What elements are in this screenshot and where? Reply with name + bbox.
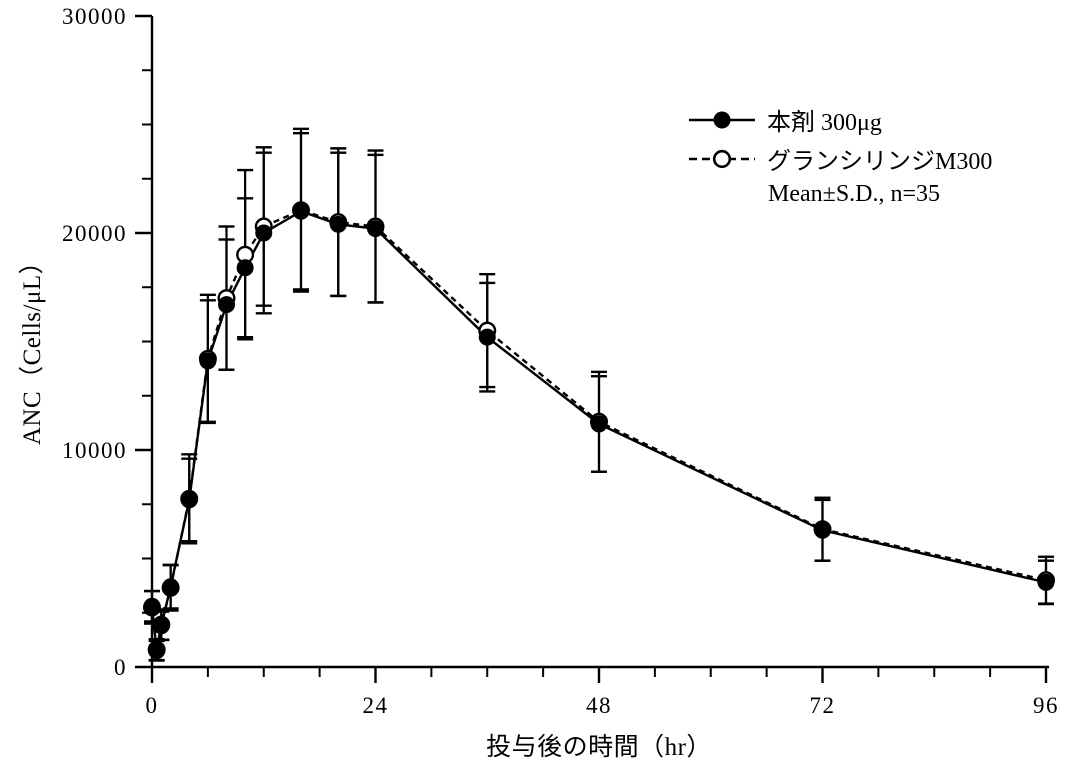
x-tick-label: 0 <box>146 693 159 718</box>
series-line-gran-syringe-dashed <box>150 208 1047 650</box>
x-tick-label: 48 <box>586 693 612 718</box>
x-tick-label: 96 <box>1033 693 1059 718</box>
legend-label-honzai: 本剤 300μg <box>767 110 882 136</box>
legend-item-honzai: 本剤 300μg <box>688 100 992 139</box>
legend-open-circle-marker <box>712 149 732 168</box>
filled-circle-marker <box>143 597 161 615</box>
markers-honzai <box>143 202 1055 660</box>
legend-sample-dashed-open-circle <box>689 149 755 168</box>
legend-sample-solid-filled-circle <box>689 111 755 128</box>
error-bars-honzai <box>144 131 1054 662</box>
filled-circle-marker <box>590 415 608 433</box>
filled-circle-marker <box>329 215 347 233</box>
filled-circle-marker <box>255 224 273 242</box>
legend-filled-circle-marker <box>713 111 731 128</box>
y-tick-label: 20000 <box>62 221 127 246</box>
axes: 0 10000 20000 30000 0 24 48 72 96 <box>62 4 1059 718</box>
filled-circle-marker <box>292 202 310 220</box>
filled-circle-marker <box>367 220 384 238</box>
legend-item-gran-syringe: グランシリンジM300 <box>688 139 992 178</box>
filled-circle-marker <box>152 617 170 635</box>
filled-circle-marker <box>478 328 496 346</box>
y-axis-title: ANC（Cells/μL） <box>19 248 46 446</box>
filled-circle-marker <box>236 259 254 277</box>
filled-circle-marker <box>814 521 831 539</box>
legend-label-gran-syringe: グランシリンジM300 <box>767 149 993 175</box>
y-tick-label: 0 <box>114 655 127 680</box>
filled-circle-marker <box>162 578 180 596</box>
legend-note-mean-sd: Mean±S.D., n=35 <box>768 181 941 207</box>
legend: 本剤 300μg グランシリンジM300 Mean±S.D., n=35 <box>688 100 992 208</box>
y-tick-label: 10000 <box>62 438 127 463</box>
x-tick-label: 24 <box>363 693 389 718</box>
filled-circle-marker <box>199 352 217 370</box>
filled-circle-marker <box>148 642 166 660</box>
filled-circle-marker <box>1037 573 1055 591</box>
filled-circle-marker <box>218 296 235 314</box>
x-axis-title: 投与後の時間（hr） <box>486 734 712 761</box>
y-tick-label: 30000 <box>62 4 127 29</box>
filled-circle-marker <box>180 491 198 509</box>
x-tick-label: 72 <box>810 693 836 718</box>
